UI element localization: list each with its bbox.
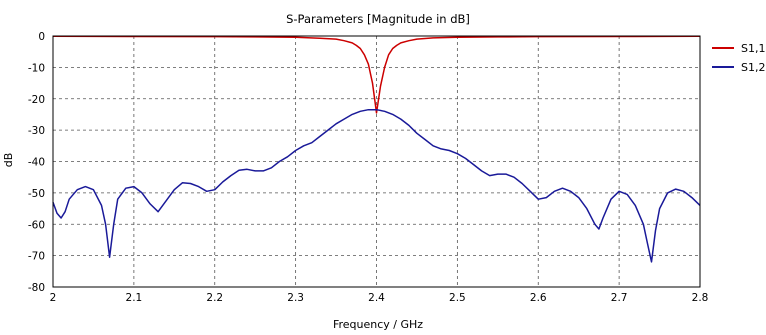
plot-frame (52, 35, 701, 288)
x-axis-label: Frequency / GHz (333, 318, 423, 331)
x-tick-label: 2.1 (126, 292, 143, 304)
chart-title: S-Parameters [Magnitude in dB] (286, 12, 470, 26)
x-tick-label: 2 (50, 292, 57, 304)
y-tick-label: -50 (28, 188, 45, 200)
y-tick-label: -70 (28, 251, 45, 263)
series-lines (52, 35, 701, 263)
legend-label: S1,2 (741, 61, 765, 74)
y-tick-label: -80 (28, 282, 45, 294)
legend-label: S1,1 (741, 42, 765, 55)
x-tick-label: 2.8 (692, 292, 709, 304)
x-tick-label: 2.5 (449, 292, 466, 304)
series-line-s12 (52, 108, 701, 263)
y-tick-label: -10 (28, 62, 45, 74)
y-axis-label: dB (2, 153, 15, 168)
tick-labels: 2 2.1 2.2 2.3 2.4 2.5 2.6 2.7 2.8 0 -10 -20 -30 -40 -5… (28, 31, 709, 304)
y-tick-label: -60 (28, 219, 45, 231)
x-tick-label: 2.6 (530, 292, 547, 304)
x-tick-label: 2.4 (368, 292, 385, 304)
y-tick-label: -20 (28, 94, 45, 106)
y-tick-label: -40 (28, 157, 45, 169)
series-line-s11 (52, 35, 701, 114)
x-tick-label: 2.2 (206, 292, 223, 304)
x-tick-label: 2.7 (611, 292, 628, 304)
y-tick-label: -30 (28, 125, 45, 137)
y-tick-label: 0 (38, 31, 45, 43)
legend: S1,1 S1,2 (712, 42, 765, 74)
x-tick-label: 2.3 (287, 292, 304, 304)
